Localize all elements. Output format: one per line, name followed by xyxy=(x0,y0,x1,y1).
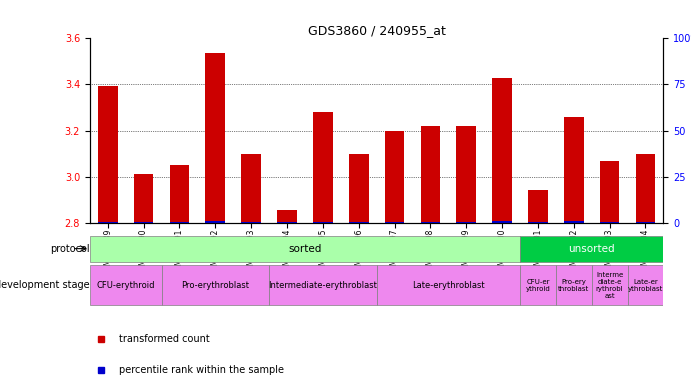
Bar xyxy=(421,126,440,223)
FancyBboxPatch shape xyxy=(556,265,591,305)
Text: Intermediate-erythroblast: Intermediate-erythroblast xyxy=(268,281,377,290)
Bar xyxy=(492,78,512,223)
Text: unsorted: unsorted xyxy=(569,243,615,254)
Bar xyxy=(600,161,619,223)
FancyBboxPatch shape xyxy=(377,265,520,305)
Bar xyxy=(241,222,261,223)
Text: Interme
diate-e
rythrobl
ast: Interme diate-e rythrobl ast xyxy=(596,271,623,299)
Bar xyxy=(169,165,189,223)
Bar xyxy=(456,126,476,223)
Bar xyxy=(456,222,476,223)
Text: percentile rank within the sample: percentile rank within the sample xyxy=(119,365,283,375)
Bar xyxy=(564,117,584,223)
Bar xyxy=(313,112,332,223)
Bar xyxy=(492,222,512,223)
Title: GDS3860 / 240955_at: GDS3860 / 240955_at xyxy=(307,24,446,37)
Bar xyxy=(134,174,153,223)
Text: CFU-er
ythroid: CFU-er ythroid xyxy=(526,279,550,291)
Text: development stage: development stage xyxy=(0,280,90,290)
Text: sorted: sorted xyxy=(288,243,321,254)
FancyBboxPatch shape xyxy=(520,236,663,262)
Bar xyxy=(169,222,189,223)
Text: transformed count: transformed count xyxy=(119,334,209,344)
Bar xyxy=(385,131,404,223)
FancyBboxPatch shape xyxy=(627,265,663,305)
Bar xyxy=(528,190,548,223)
FancyBboxPatch shape xyxy=(269,265,377,305)
Text: Late-erythroblast: Late-erythroblast xyxy=(412,281,484,290)
FancyBboxPatch shape xyxy=(162,265,269,305)
Bar xyxy=(205,53,225,223)
Text: protocol: protocol xyxy=(50,243,90,254)
Bar xyxy=(205,222,225,223)
Bar xyxy=(349,222,368,223)
Bar xyxy=(421,222,440,223)
Bar xyxy=(636,222,655,223)
Text: CFU-erythroid: CFU-erythroid xyxy=(97,281,155,290)
FancyBboxPatch shape xyxy=(520,265,556,305)
Bar xyxy=(600,222,619,223)
FancyBboxPatch shape xyxy=(90,236,520,262)
Bar xyxy=(134,222,153,223)
Bar xyxy=(528,222,548,223)
Text: Pro-erythroblast: Pro-erythroblast xyxy=(181,281,249,290)
Text: Pro-ery
throblast: Pro-ery throblast xyxy=(558,279,589,291)
Bar xyxy=(349,154,368,223)
Bar xyxy=(98,86,117,223)
Bar xyxy=(277,210,297,223)
Bar xyxy=(313,222,332,223)
Text: Late-er
ythroblast: Late-er ythroblast xyxy=(627,279,663,291)
Bar xyxy=(564,222,584,223)
Bar xyxy=(241,154,261,223)
Bar xyxy=(636,154,655,223)
FancyBboxPatch shape xyxy=(591,265,627,305)
Bar xyxy=(385,222,404,223)
FancyBboxPatch shape xyxy=(90,265,162,305)
Bar xyxy=(277,222,297,223)
